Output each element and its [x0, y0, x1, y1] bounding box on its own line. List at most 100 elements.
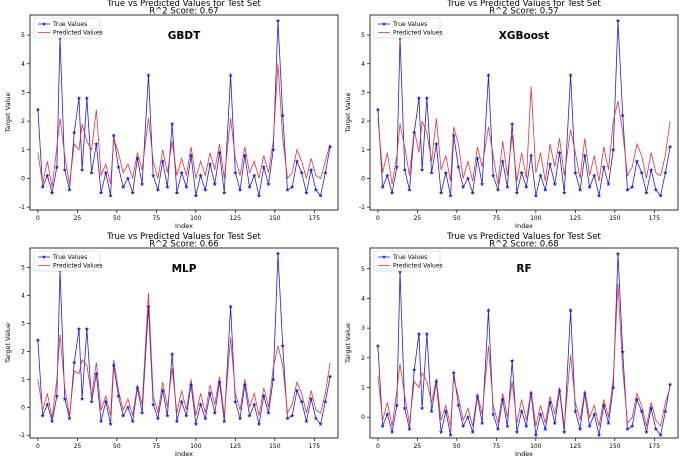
true-value-point [94, 141, 99, 146]
true-value-point [233, 170, 238, 175]
legend-true-label: True Values [392, 254, 427, 261]
y-tick-label: 3 [21, 89, 25, 96]
model-label: GBDT [168, 30, 201, 42]
y-tick-label: -1 [19, 432, 25, 439]
y-tick-label: 1 [361, 385, 365, 392]
true-value-point [552, 181, 557, 187]
true-value-point [299, 399, 304, 404]
true-value-point [385, 173, 390, 178]
true-value-point [169, 121, 175, 126]
true-value-point [45, 173, 50, 178]
legend-pred-label: Predicted Values [393, 30, 443, 37]
true-value-point [174, 190, 180, 195]
true-value-point [615, 251, 621, 256]
true-value-point [49, 418, 55, 424]
true-value-point [653, 187, 659, 192]
true-value-point [193, 193, 199, 198]
true-value-point [184, 413, 189, 418]
true-value-point [577, 187, 583, 192]
true-value-point [135, 385, 140, 390]
true-value-point [160, 388, 165, 393]
true-value-point [620, 113, 625, 118]
true-value-point [475, 156, 480, 161]
true-value-point [323, 170, 328, 175]
true-value-point [84, 95, 90, 101]
legend-box [373, 250, 441, 272]
true-value-point [519, 170, 524, 175]
true-value-point [285, 416, 290, 421]
x-tick-label: 100 [190, 215, 202, 222]
chart-title: True vs Predicted Values for Test Set [106, 0, 261, 9]
true-value-point [237, 416, 243, 421]
true-value-point [429, 408, 434, 414]
true-value-point [547, 161, 553, 166]
true-value-point [644, 429, 649, 434]
true-value-point [663, 408, 668, 414]
true-value-point [538, 173, 543, 178]
true-value-point [630, 423, 635, 428]
true-value-point [547, 400, 553, 405]
true-value-point [40, 413, 45, 418]
true-value-point [252, 173, 257, 178]
true-value-point [252, 402, 257, 407]
chart-title: True vs Predicted Values for Test Set [106, 232, 261, 242]
true-value-point [495, 187, 501, 192]
true-value-point [625, 187, 630, 192]
true-value-point [438, 190, 444, 195]
y-axis-label: Target Value [4, 323, 12, 364]
x-tick-label: 125 [230, 215, 242, 222]
true-value-point [528, 153, 534, 158]
true-value-point [653, 426, 659, 431]
true-value-point [261, 393, 266, 398]
y-tick-label: 4 [361, 295, 365, 302]
true-value-point [562, 429, 567, 434]
true-value-point [479, 420, 485, 426]
true-value-point [323, 399, 328, 404]
true-value-point [375, 343, 381, 348]
true-value-point [139, 181, 145, 187]
y-tick-label: 3 [361, 325, 365, 332]
true-value-point [407, 426, 412, 431]
true-value-point [222, 190, 227, 195]
x-tick-label: 75 [153, 215, 161, 222]
y-axis-label: Target Value [344, 323, 352, 364]
true-value-point [45, 402, 50, 407]
y-tick-label: 5 [361, 266, 365, 273]
true-value-point [568, 72, 573, 78]
true-value-point [125, 176, 131, 181]
true-value-point [207, 390, 213, 396]
true-value-point [524, 184, 529, 189]
true-value-point [135, 156, 140, 161]
true-value-point [606, 181, 611, 187]
true-value-point [461, 423, 466, 428]
true-value-point [108, 193, 113, 198]
true-value-point [165, 184, 170, 189]
true-value-point [212, 410, 217, 415]
true-value-point [179, 399, 184, 404]
y-tick-label: 2 [21, 118, 25, 125]
x-tick-label: 125 [570, 215, 582, 222]
true-value-point [573, 170, 578, 175]
true-value-point [188, 382, 194, 387]
chart-title: True vs Predicted Values for Test Set [446, 232, 601, 242]
true-value-point [465, 414, 471, 420]
true-value-point [155, 416, 161, 421]
true-value-point [505, 184, 510, 189]
true-value-point [228, 72, 233, 78]
x-tick-label: 0 [36, 215, 40, 222]
true-value-point [543, 187, 548, 192]
true-value-point [601, 403, 606, 408]
y-tick-label: 2 [361, 355, 365, 362]
true-value-point [308, 396, 314, 401]
true-value-point [139, 410, 145, 415]
true-value-point [394, 164, 400, 169]
x-tick-label: 25 [74, 443, 82, 450]
chart-subtitle: R^2 Score: 0.66 [149, 240, 218, 250]
legend-true-marker [41, 254, 47, 259]
y-tick-label: 5 [21, 32, 25, 39]
y-tick-label: 4 [361, 61, 365, 68]
x-tick-label: 75 [493, 215, 501, 222]
legend-box [373, 17, 441, 39]
axes-frame [369, 14, 679, 211]
